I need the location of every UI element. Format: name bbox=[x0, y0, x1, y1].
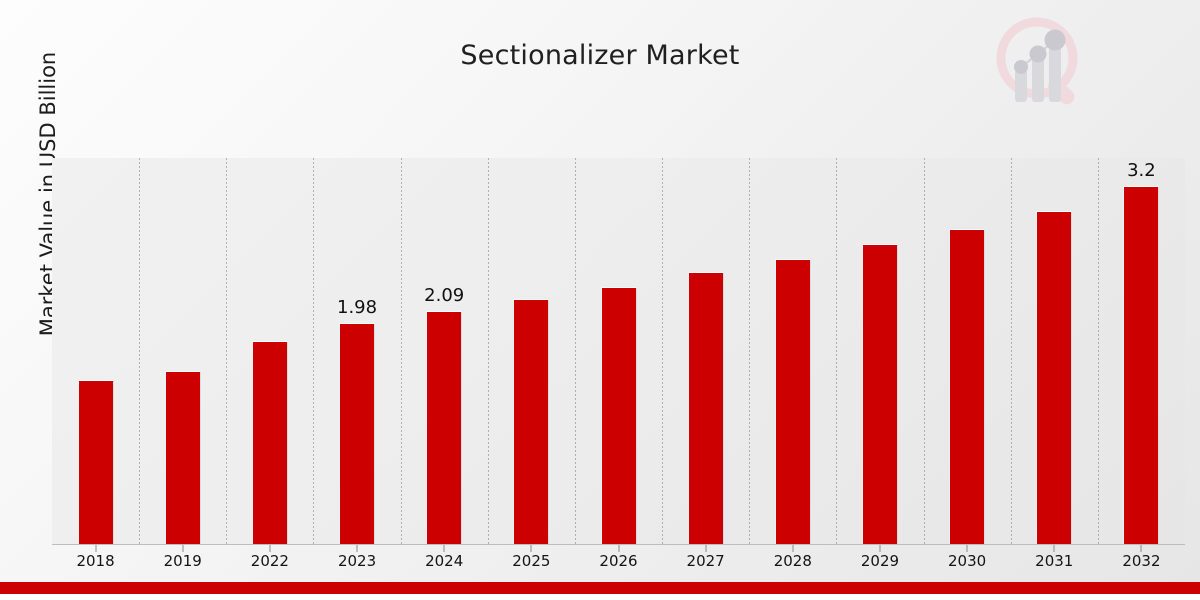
bar[interactable] bbox=[77, 380, 114, 545]
x-axis-tick-labels: 2018 2019 2022 2023 2024 2025 2026 2027 2028 2029… bbox=[52, 552, 1185, 576]
bar[interactable] bbox=[861, 244, 898, 545]
bar[interactable] bbox=[774, 259, 811, 545]
bar[interactable] bbox=[1036, 211, 1073, 545]
x-axis-label: 2026 bbox=[599, 552, 638, 570]
bar-column[interactable] bbox=[251, 341, 288, 552]
gridline bbox=[488, 158, 489, 545]
x-axis-label: 2023 bbox=[337, 552, 377, 570]
x-axis-tick bbox=[356, 545, 358, 552]
gridline bbox=[749, 158, 750, 545]
x-axis-tick bbox=[1053, 545, 1055, 552]
gridline bbox=[226, 158, 227, 545]
bar-column[interactable]: 3.2 bbox=[1123, 160, 1160, 552]
bar-series: 1.98 2.09 3.2 bbox=[52, 158, 1185, 552]
x-axis-tick bbox=[879, 545, 881, 552]
gridline bbox=[924, 158, 925, 545]
bar-column[interactable] bbox=[861, 244, 898, 552]
x-axis-tick bbox=[95, 545, 97, 552]
bar-value-label: 1.98 bbox=[336, 297, 378, 318]
x-axis-label: 2032 bbox=[1122, 552, 1161, 570]
footer-accent-band bbox=[0, 582, 1200, 594]
bar-column[interactable] bbox=[600, 287, 637, 552]
bar[interactable] bbox=[513, 299, 550, 545]
x-axis-tick bbox=[1140, 545, 1142, 552]
gridline bbox=[836, 158, 837, 545]
x-axis-label: 2029 bbox=[860, 552, 900, 570]
x-axis-tick bbox=[182, 545, 184, 552]
x-axis-label: 2018 bbox=[76, 552, 115, 570]
gridline bbox=[1098, 158, 1099, 545]
x-axis-tick bbox=[443, 545, 445, 552]
x-axis-label: 2019 bbox=[163, 552, 202, 570]
x-axis-label: 2025 bbox=[512, 552, 551, 570]
gridline bbox=[401, 158, 402, 545]
gridline bbox=[313, 158, 314, 545]
bar-column[interactable] bbox=[949, 229, 986, 552]
bar-column[interactable]: 2.09 bbox=[424, 285, 464, 552]
x-axis-label: 2027 bbox=[686, 552, 725, 570]
bar[interactable] bbox=[949, 229, 986, 545]
bar-column[interactable] bbox=[164, 371, 201, 552]
bar-column[interactable] bbox=[77, 380, 114, 552]
x-axis-tick bbox=[705, 545, 707, 552]
x-axis-label: 2024 bbox=[425, 552, 464, 570]
x-axis-label: 2031 bbox=[1035, 552, 1074, 570]
x-axis-tick bbox=[966, 545, 968, 552]
gridline bbox=[1011, 158, 1012, 545]
bar-column[interactable] bbox=[687, 272, 724, 552]
bar-column[interactable]: 1.98 bbox=[337, 297, 377, 552]
x-axis-label: 2028 bbox=[773, 552, 812, 570]
gridline bbox=[662, 158, 663, 545]
gridline bbox=[139, 158, 140, 545]
bar[interactable] bbox=[1123, 186, 1160, 545]
page-title: Sectionalizer Market bbox=[460, 40, 740, 71]
x-axis-tick bbox=[618, 545, 619, 552]
bar[interactable] bbox=[251, 341, 288, 545]
x-axis-baseline bbox=[52, 544, 1185, 545]
magnifier-bar-chart-logo bbox=[985, 14, 1090, 114]
plot-area: 1.98 2.09 3.2 bbox=[52, 158, 1185, 552]
x-axis-tick bbox=[530, 545, 532, 552]
bar-value-label: 3.2 bbox=[1127, 160, 1156, 181]
x-axis-tick bbox=[792, 545, 794, 552]
bar-column[interactable] bbox=[774, 259, 811, 552]
bar-column[interactable] bbox=[513, 299, 550, 552]
bar-value-label: 2.09 bbox=[424, 285, 465, 306]
bar[interactable] bbox=[339, 323, 376, 545]
x-axis-label: 2030 bbox=[948, 552, 987, 570]
bar[interactable] bbox=[600, 287, 637, 545]
bar[interactable] bbox=[426, 311, 463, 545]
bar-column[interactable] bbox=[1036, 211, 1073, 552]
bar[interactable] bbox=[164, 371, 201, 545]
footer-white-strip bbox=[0, 594, 1200, 600]
x-axis-tick bbox=[269, 545, 271, 552]
x-axis-label: 2022 bbox=[250, 552, 289, 570]
bar[interactable] bbox=[687, 272, 724, 545]
gridline bbox=[575, 158, 576, 545]
gridlines bbox=[52, 158, 1185, 545]
